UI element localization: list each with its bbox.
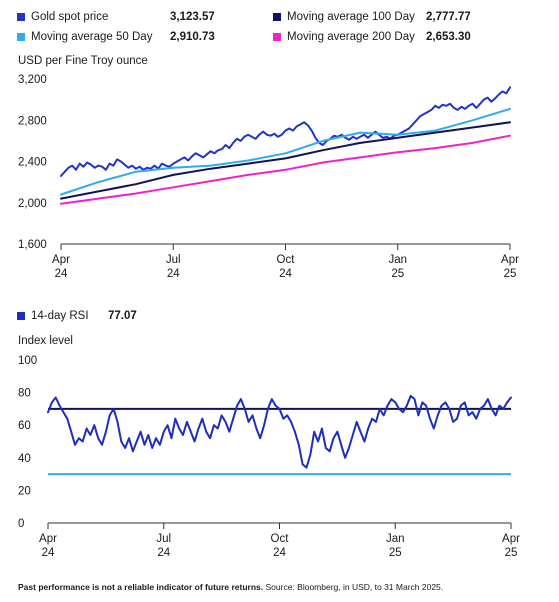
rsi-xtick-label: 25 — [389, 547, 402, 559]
rsi-xtick-label: 25 — [505, 547, 518, 559]
gold-series-ma200 — [60, 134, 511, 205]
legend-label: 14-day RSI — [31, 310, 89, 322]
footnote-disclaimer: Past performance is not a reliable indic… — [18, 582, 264, 592]
rsi-xtick-label: 24 — [273, 547, 286, 559]
gold-xtick-label: Apr — [52, 254, 70, 266]
gold-xtick-label: 24 — [167, 268, 180, 280]
rsi-xtick-label: Apr — [502, 533, 520, 545]
rsi-ytick-label: 0 — [18, 518, 24, 530]
footnote: Past performance is not a reliable indic… — [18, 582, 443, 592]
gold-xtick-label: 24 — [55, 268, 68, 280]
gold-ytick-label: 1,600 — [18, 239, 47, 251]
legend-value: 3,123.57 — [170, 11, 215, 23]
legend-label: Gold spot price — [31, 11, 109, 23]
legend-swatch — [17, 33, 25, 41]
rsi-y-axis-title: Index level — [18, 335, 73, 347]
legend-swatch — [17, 312, 25, 320]
legend-swatch — [17, 13, 25, 21]
legend-label: Moving average 50 Day — [31, 31, 153, 43]
rsi-ytick-label: 40 — [18, 453, 31, 465]
rsi-chart: 0 20 40 60 80 100 Apr 24 Jul 24 Oct 24 Jan 25 Apr 25 — [18, 355, 520, 559]
footnote-source: Source: Bloomberg, in USD, to 31 March 2… — [263, 582, 444, 592]
rsi-xtick-label: Jan — [386, 533, 405, 545]
rsi-ytick-label: 100 — [18, 355, 37, 367]
rsi-ytick-label: 80 — [18, 388, 31, 400]
legend-value: 77.07 — [108, 310, 137, 322]
legend-swatch — [273, 13, 281, 21]
rsi-ytick-label: 60 — [18, 420, 31, 432]
gold-ytick-label: 3,200 — [18, 74, 47, 86]
gold-xtick-label: 24 — [279, 268, 292, 280]
gold-xtick-label: 25 — [504, 268, 517, 280]
gold-xtick-label: Jul — [166, 254, 181, 266]
gold-xtick-label: 25 — [391, 268, 404, 280]
rsi-xtick-label: Apr — [39, 533, 57, 545]
rsi-xtick-label: 24 — [42, 547, 55, 559]
gold-xtick-label: Oct — [277, 254, 296, 266]
rsi-xtick-label: 24 — [157, 547, 170, 559]
gold-ytick-label: 2,400 — [18, 157, 47, 169]
gold-xtick-label: Apr — [501, 254, 519, 266]
legend-ma50: Moving average 50 Day 2,910.73 — [0, 30, 559, 44]
legend-gold-spot: Gold spot price 3,123.57 — [0, 10, 559, 24]
gold-xtick-label: Jan — [388, 254, 407, 266]
gold-price-chart: 1,600 2,000 2,400 2,800 3,200 Apr 24 Jul 24 Oct 24… — [18, 74, 519, 280]
gold-ytick-label: 2,000 — [18, 198, 47, 210]
gold-series-ma100 — [60, 121, 511, 200]
legend-ma100: Moving average 100 Day 2,777.77 — [0, 10, 559, 24]
legend-label: Moving average 200 Day — [287, 31, 415, 43]
gold-series-gold — [60, 86, 511, 177]
legend-value: 2,910.73 — [170, 31, 215, 43]
legend-rsi: 14-day RSI 77.07 — [0, 309, 559, 323]
rsi-xtick-label: Jul — [156, 533, 171, 545]
legend-value: 2,777.77 — [426, 11, 471, 23]
gold-series-ma50 — [60, 107, 511, 196]
rsi-xtick-label: Oct — [271, 533, 290, 545]
legend-label: Moving average 100 Day — [287, 11, 415, 23]
legend-swatch — [273, 33, 281, 41]
gold-y-axis-title: USD per Fine Troy ounce — [18, 55, 148, 67]
legend-ma200: Moving average 200 Day 2,653.30 — [0, 30, 559, 44]
rsi-series-rsi — [47, 394, 512, 469]
rsi-ytick-label: 20 — [18, 485, 31, 497]
gold-ytick-label: 2,800 — [18, 115, 47, 127]
legend-value: 2,653.30 — [426, 31, 471, 43]
